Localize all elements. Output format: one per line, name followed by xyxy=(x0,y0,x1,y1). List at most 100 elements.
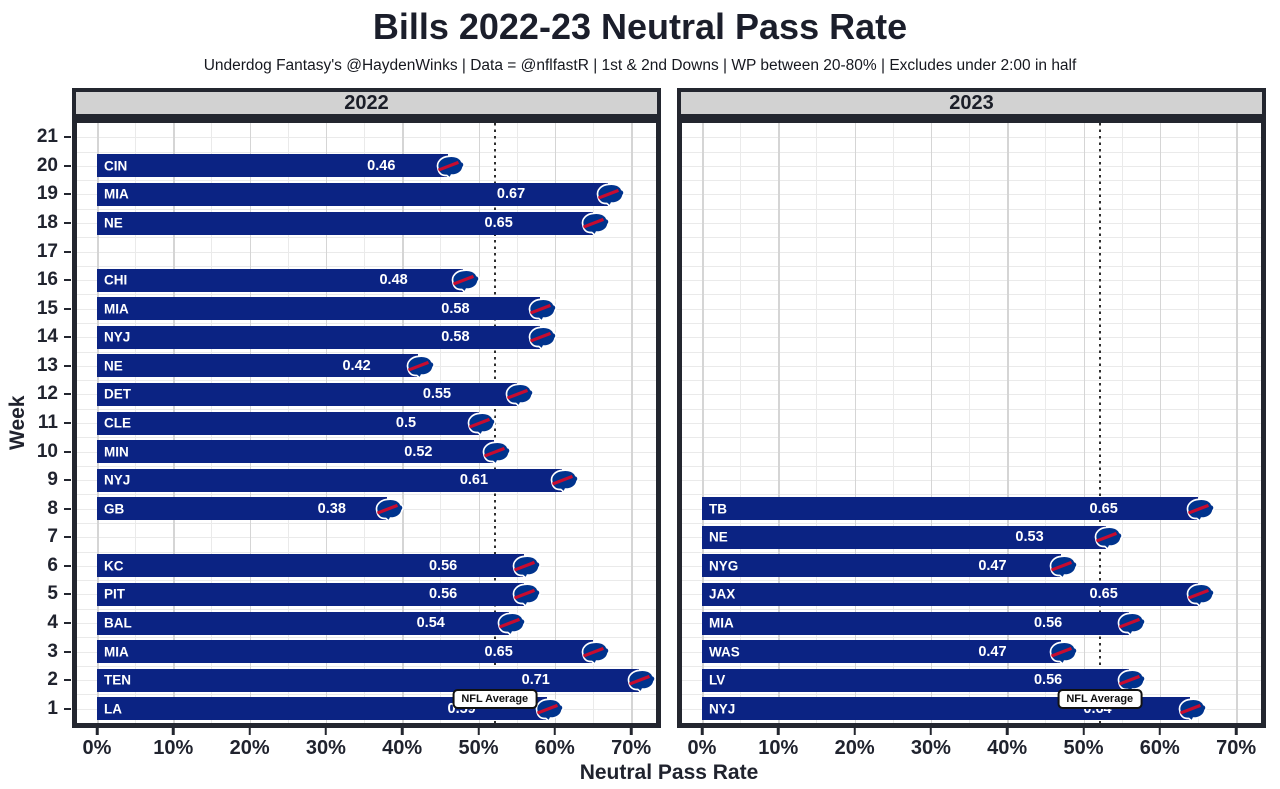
opponent-label: MIA xyxy=(709,615,734,631)
bar-value-label: 0.52 xyxy=(404,443,433,460)
bills-logo-icon xyxy=(477,437,514,466)
week-tick-mark xyxy=(64,136,71,139)
week-label-3: 3 xyxy=(47,640,58,662)
bar-value-label: 0.67 xyxy=(496,186,526,203)
gridline-horizontal xyxy=(682,665,1261,667)
bills-logo-icon xyxy=(1173,694,1210,723)
gridline-horizontal xyxy=(682,180,1261,182)
opponent-label: NE xyxy=(709,529,728,545)
x-tick-label: 70% xyxy=(611,737,652,759)
bar-week-12: DET 0.55 xyxy=(97,382,534,408)
bills-logo-icon xyxy=(576,637,613,666)
bar-week-5: JAX 0.65 xyxy=(702,582,1215,608)
bar-value-label: 0.42 xyxy=(342,357,371,374)
bar-week-3: MIA 0.65 xyxy=(97,640,610,665)
bar-week-16: CHI 0.48 xyxy=(97,268,481,294)
x-tick-mark xyxy=(400,728,404,735)
week-label-20: 20 xyxy=(36,154,58,176)
week-label-17: 17 xyxy=(36,240,58,262)
x-tick-mark xyxy=(1234,728,1238,735)
opponent-label: NYG xyxy=(709,558,739,574)
gridline-horizontal xyxy=(682,223,1261,224)
bar-week-9: NYJ 0.61 xyxy=(97,468,580,494)
x-tick-mark xyxy=(929,728,933,735)
panel-strip-2022: 2022 xyxy=(72,88,661,118)
week-label-12: 12 xyxy=(36,383,58,405)
x-tick-label: 60% xyxy=(534,737,575,759)
x-tick-label: 60% xyxy=(1139,737,1180,759)
gridline-horizontal xyxy=(682,137,1261,139)
bills-logo-icon xyxy=(1112,608,1149,637)
week-tick-mark xyxy=(64,393,71,396)
gridline-vertical xyxy=(1007,123,1009,723)
bar-value-label: 0.56 xyxy=(428,557,458,574)
bills-logo-icon xyxy=(1090,523,1127,552)
week-label-2: 2 xyxy=(47,669,58,691)
week-tick-mark xyxy=(64,422,71,424)
bar-value-label: 0.56 xyxy=(1033,615,1063,631)
gridline-horizontal xyxy=(682,251,1261,253)
gridline-horizontal xyxy=(77,323,656,324)
week-tick-mark xyxy=(64,679,71,682)
gridline-horizontal xyxy=(77,265,656,267)
x-tick-label: 20% xyxy=(834,737,875,759)
opponent-label: GB xyxy=(104,501,125,517)
bar-week-11: CLE 0.5 xyxy=(97,411,496,437)
gridline-vertical xyxy=(930,123,933,723)
bar-week-13: NE 0.42 xyxy=(97,354,435,380)
bar-week-8: TB 0.65 xyxy=(702,497,1215,523)
gridline-vertical xyxy=(592,123,594,723)
x-tick-mark xyxy=(248,728,251,735)
gridline-horizontal xyxy=(682,237,1261,239)
bar-value-label: 0.56 xyxy=(1033,672,1063,689)
gridline-vertical xyxy=(554,123,557,723)
panel-strip-2023: 2023 xyxy=(677,88,1266,118)
bar-week-10: MIN 0.52 xyxy=(97,440,511,465)
bar-value-label: 0.54 xyxy=(416,615,445,631)
gridline-vertical xyxy=(1045,123,1047,723)
gridline-horizontal xyxy=(77,151,656,153)
gridline-vertical xyxy=(1159,123,1162,723)
gridline-horizontal xyxy=(77,294,656,296)
gridline-horizontal xyxy=(77,237,656,239)
bar-value-label: 0.5 xyxy=(395,415,417,431)
week-label-9: 9 xyxy=(47,469,58,491)
gridline-horizontal xyxy=(77,408,656,410)
week-label-1: 1 xyxy=(47,697,58,719)
bills-logo-icon xyxy=(1044,637,1081,666)
bills-logo-icon xyxy=(462,408,499,437)
gridline-horizontal xyxy=(77,551,656,553)
gridline-vertical xyxy=(1121,123,1123,723)
opponent-label: MIA xyxy=(104,301,129,317)
x-tick-label: 30% xyxy=(305,737,346,759)
gridline-horizontal xyxy=(682,265,1261,267)
gridline-vertical xyxy=(854,123,857,723)
gridline-horizontal xyxy=(77,137,656,139)
week-axis: 21 20 19 18 17 16 15 14 13 12 11 10 9 8 7 6 5 4 3 2 1 xyxy=(0,118,72,728)
gridline-horizontal xyxy=(682,308,1261,310)
opponent-label: CHI xyxy=(104,272,128,288)
panel-2023: 2023 TB 0.65 NE 0.53 NYG 0.47 JAX 0.65 MIA 0.56 WAS… xyxy=(677,88,1266,728)
bar-value-label: 0.48 xyxy=(379,272,408,289)
week-label-16: 16 xyxy=(36,269,58,291)
opponent-label: TEN xyxy=(104,672,131,688)
x-tick-mark xyxy=(477,728,480,735)
bills-logo-icon xyxy=(530,694,567,723)
x-tick-label: 20% xyxy=(229,737,270,759)
bills-logo-icon xyxy=(1181,494,1218,523)
bar-value-label: 0.58 xyxy=(441,300,470,317)
x-tick-label: 10% xyxy=(153,737,194,759)
x-tick-mark xyxy=(1158,728,1162,735)
gridline-horizontal xyxy=(77,494,656,496)
bills-logo-icon xyxy=(431,151,468,180)
gridline-horizontal xyxy=(682,494,1261,496)
bar-value-label: 0.38 xyxy=(317,500,346,517)
x-tick-label: 40% xyxy=(987,737,1028,759)
opponent-label: MIA xyxy=(104,186,129,202)
chart-subtitle: Underdog Fantasy's @HaydenWinks | Data =… xyxy=(203,57,1077,74)
x-tick-mark xyxy=(629,728,633,735)
bills-logo-icon xyxy=(492,608,529,637)
bar-week-18: NE 0.65 xyxy=(97,211,610,237)
x-tick-mark xyxy=(700,728,704,735)
bar-value-label: 0.46 xyxy=(367,157,396,174)
